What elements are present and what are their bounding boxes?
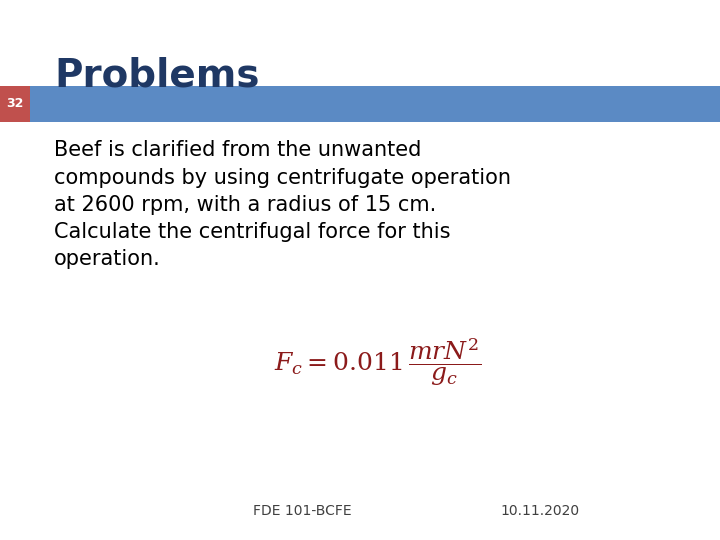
Bar xyxy=(0,86,30,122)
Bar xyxy=(0,86,720,122)
Text: FDE 101-BCFE: FDE 101-BCFE xyxy=(253,504,351,518)
Text: Problems: Problems xyxy=(54,57,259,94)
Text: $F_c = 0.011\,\dfrac{mrN^2}{g_c}$: $F_c = 0.011\,\dfrac{mrN^2}{g_c}$ xyxy=(274,336,481,388)
Text: 32: 32 xyxy=(6,97,24,111)
Text: Beef is clarified from the unwanted
compounds by using centrifugate operation
at: Beef is clarified from the unwanted comp… xyxy=(54,140,511,269)
Text: 10.11.2020: 10.11.2020 xyxy=(500,504,580,518)
